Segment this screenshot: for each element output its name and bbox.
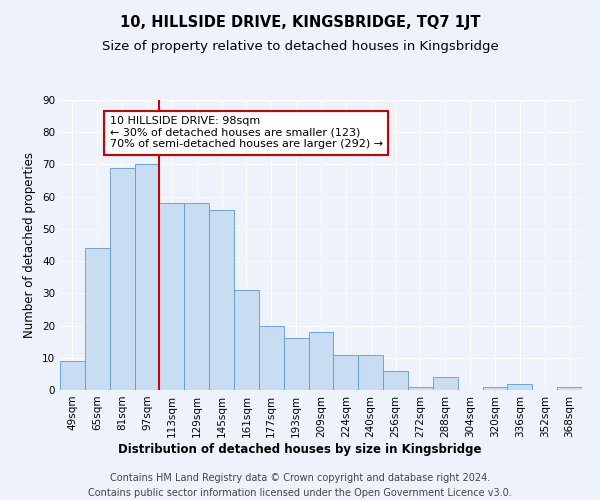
Bar: [284, 338, 308, 390]
Bar: [85, 248, 110, 390]
Text: 10 HILLSIDE DRIVE: 98sqm
← 30% of detached houses are smaller (123)
70% of semi-: 10 HILLSIDE DRIVE: 98sqm ← 30% of detach…: [110, 116, 383, 150]
Bar: [557, 387, 582, 390]
Bar: [209, 210, 234, 390]
Bar: [383, 370, 408, 390]
Bar: [308, 332, 334, 390]
Bar: [134, 164, 160, 390]
Bar: [334, 354, 358, 390]
Y-axis label: Number of detached properties: Number of detached properties: [23, 152, 37, 338]
Text: Contains HM Land Registry data © Crown copyright and database right 2024.
Contai: Contains HM Land Registry data © Crown c…: [88, 472, 512, 498]
Bar: [234, 290, 259, 390]
Bar: [110, 168, 134, 390]
Text: Size of property relative to detached houses in Kingsbridge: Size of property relative to detached ho…: [101, 40, 499, 53]
Bar: [60, 361, 85, 390]
Bar: [160, 203, 184, 390]
Bar: [184, 203, 209, 390]
Bar: [482, 387, 508, 390]
Bar: [358, 354, 383, 390]
Bar: [408, 387, 433, 390]
Text: 10, HILLSIDE DRIVE, KINGSBRIDGE, TQ7 1JT: 10, HILLSIDE DRIVE, KINGSBRIDGE, TQ7 1JT: [120, 15, 480, 30]
Bar: [433, 377, 458, 390]
Bar: [508, 384, 532, 390]
Text: Distribution of detached houses by size in Kingsbridge: Distribution of detached houses by size …: [118, 442, 482, 456]
Bar: [259, 326, 284, 390]
